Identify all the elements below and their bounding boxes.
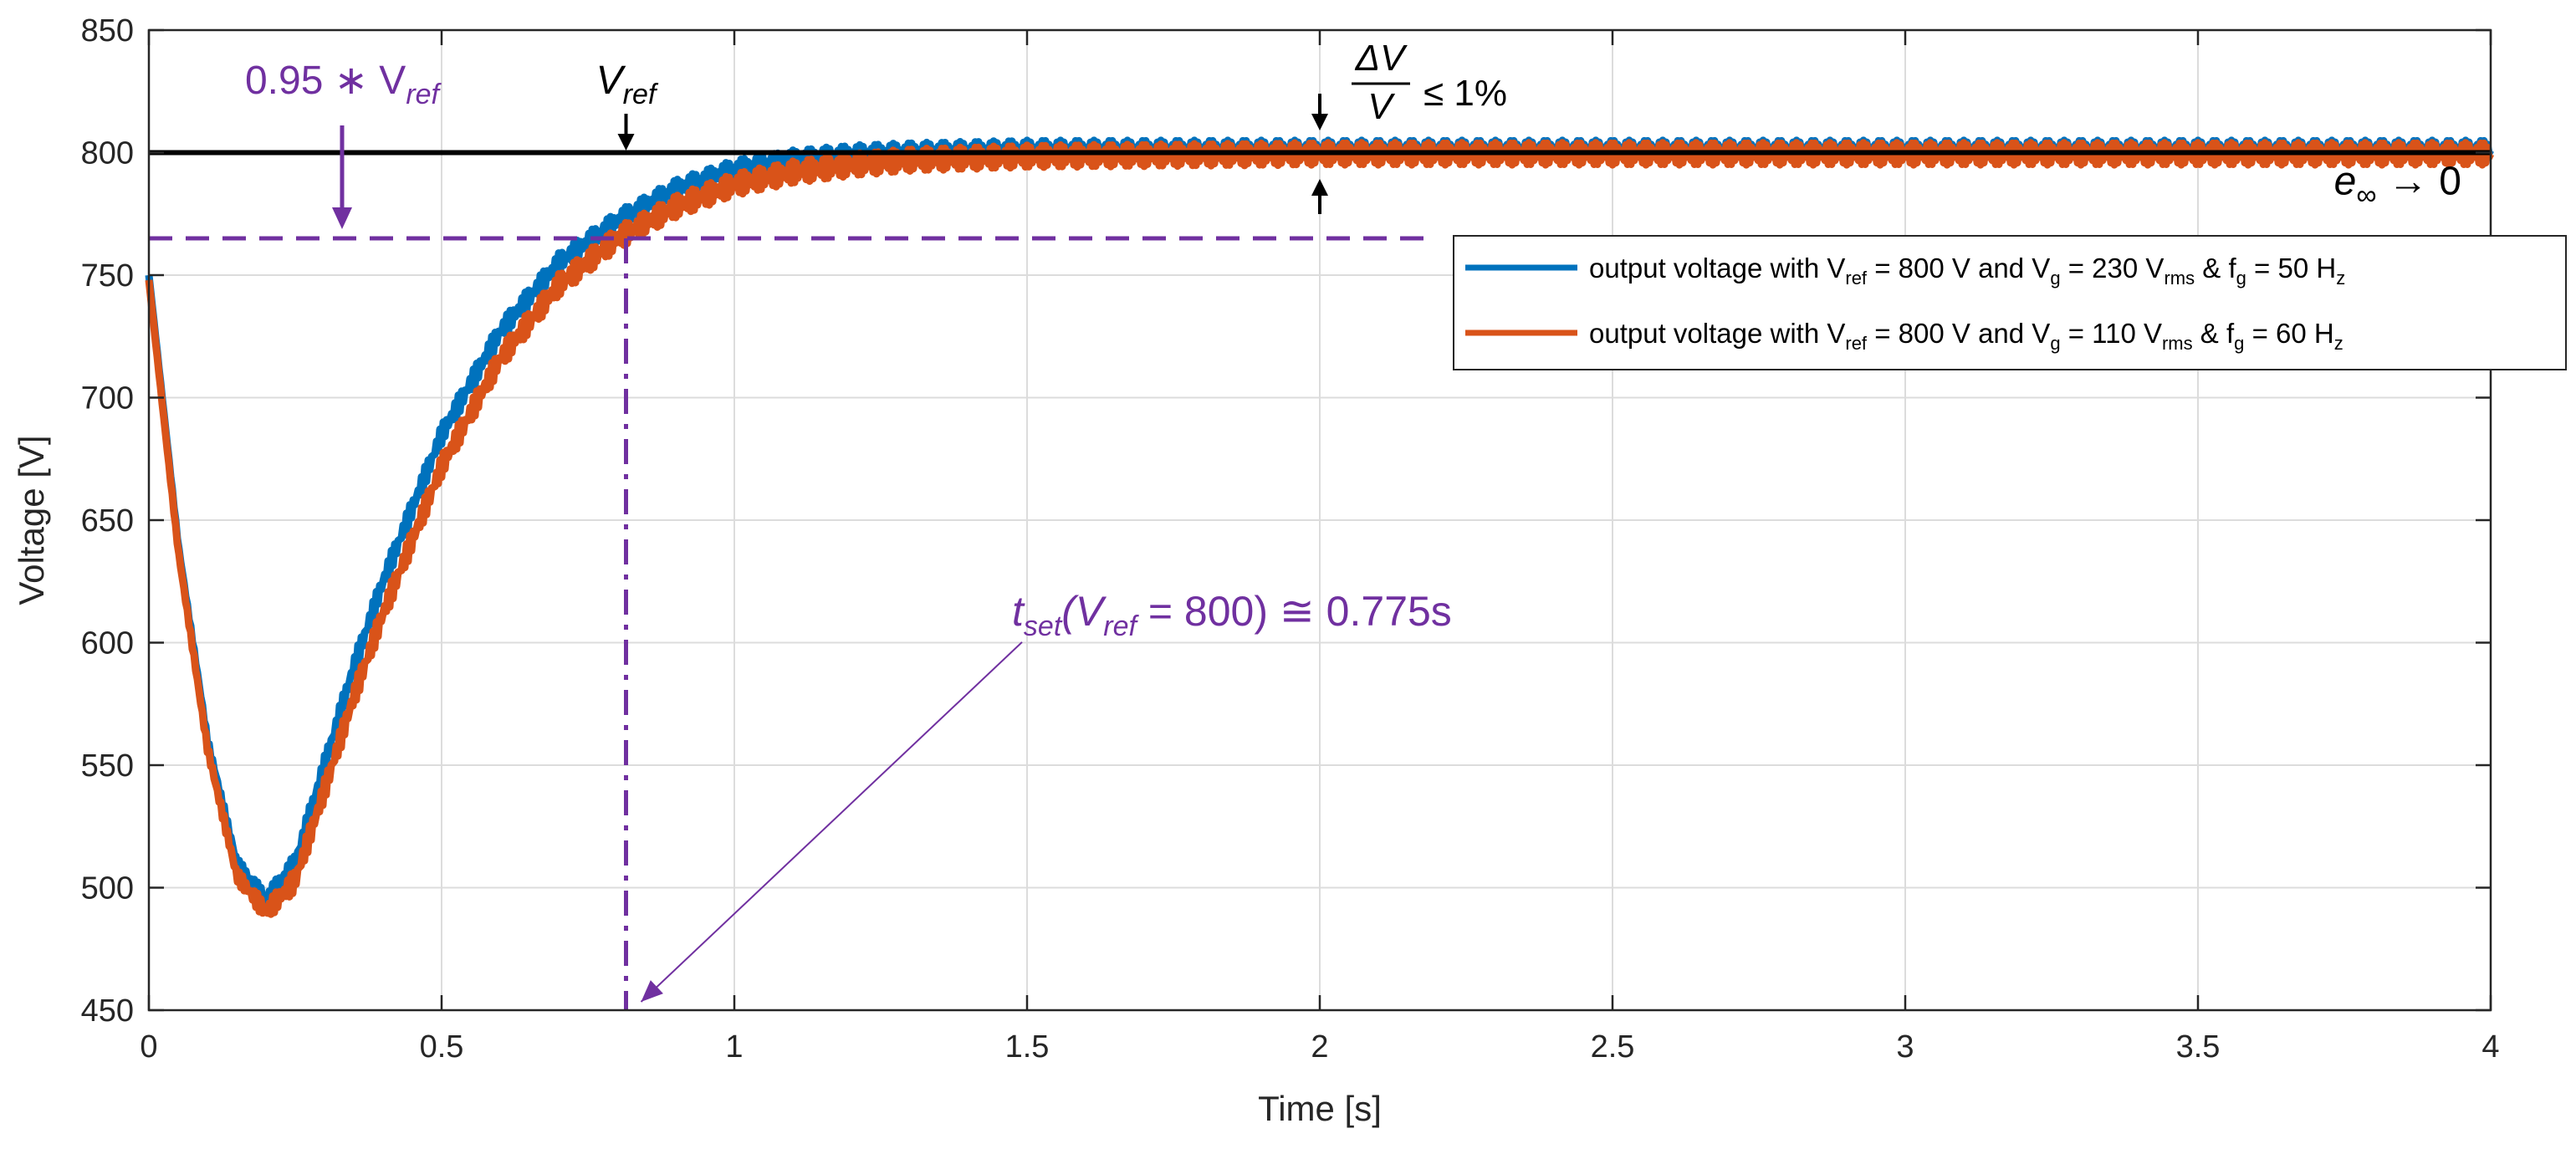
axis-ticks: 0 0.5 1 1.5 2 2.5 3 3.5 4 450 500 550 600 650 700 750 80… (81, 13, 2500, 1065)
vref-label-sub: ref (623, 79, 659, 110)
legend-2-part-6: rms (2162, 333, 2193, 354)
legend-1-part-3: = 800 V and V (1867, 253, 2050, 283)
settling-label: tset(Vref = 800) ≅ 0.775s (1012, 588, 1452, 642)
settling-annotation: tset(Vref = 800) ≅ 0.775s (640, 588, 1452, 1003)
legend-2-part-5: = 110 V (2061, 318, 2162, 349)
legend-2-part-7: & f (2193, 318, 2235, 349)
legend-2-part-8: g (2234, 333, 2244, 354)
legend-label-2: output voltage with Vref = 800 V and Vg … (1589, 318, 2343, 354)
legend-2-part-1: output voltage with V (1589, 318, 1845, 349)
threshold-label-base: 0.95 ∗ V (245, 59, 406, 103)
reference-layer (149, 150, 2491, 1010)
legend-1-part-6: rms (2164, 268, 2195, 289)
threshold-label: 0.95 ∗ Vref (245, 59, 442, 110)
legend-2-part-2: ref (1845, 333, 1868, 354)
error-label-rest: → 0 (2377, 159, 2461, 203)
legend: output voltage with Vref = 800 V and Vg … (1453, 235, 2567, 370)
y-tick-label: 500 (81, 871, 134, 906)
vref-label: Vref (596, 59, 659, 110)
legend-entry-1: output voltage with Vref = 800 V and Vg … (1465, 253, 2345, 289)
y-tick-label: 750 (81, 258, 134, 294)
legend-box (1453, 235, 2567, 370)
error-label-base: e (2334, 159, 2357, 203)
y-tick-label: 650 (81, 503, 134, 539)
settling-label-t: t (1012, 588, 1025, 635)
x-tick-label: 0 (140, 1029, 157, 1065)
ripple-relation: ≤ 1% (1423, 73, 1507, 114)
legend-label-1: output voltage with Vref = 800 V and Vg … (1589, 253, 2345, 289)
error-label-sub: ∞ (2356, 179, 2376, 211)
legend-1-part-10: z (2336, 268, 2345, 289)
settling-label-value: = 800) ≅ 0.775s (1137, 588, 1452, 635)
ripple-arrow-down-head (1311, 114, 1328, 130)
legend-entry-2: output voltage with Vref = 800 V and Vg … (1465, 318, 2343, 354)
ripple-denominator: V (1367, 86, 1395, 127)
x-axis-title: Time [s] (1258, 1089, 1382, 1128)
legend-1-part-7: & f (2195, 253, 2236, 283)
legend-1-part-4: g (2050, 268, 2060, 289)
x-tick-label: 1.5 (1005, 1029, 1050, 1065)
threshold-label-sub: ref (406, 79, 442, 110)
y-tick-label: 800 (81, 136, 134, 171)
x-tick-label: 2 (1311, 1029, 1328, 1065)
settling-label-v: (V (1061, 588, 1107, 635)
vref-annotation: Vref (596, 59, 659, 151)
y-tick-label: 450 (81, 993, 134, 1029)
vref-label-base: V (596, 59, 626, 103)
x-tick-label: 1 (725, 1029, 743, 1065)
x-tick-label: 2.5 (1591, 1029, 1635, 1065)
legend-2-part-3: = 800 V and V (1867, 318, 2050, 349)
error-label: e∞ → 0 (2334, 159, 2461, 211)
legend-1-part-9: = 50 H (2246, 253, 2336, 283)
ripple-arrow-up-head (1311, 179, 1328, 196)
threshold-annotation: 0.95 ∗ Vref (245, 59, 442, 229)
y-tick-label: 700 (81, 381, 134, 416)
y-tick-label: 600 (81, 626, 134, 661)
legend-1-part-5: = 230 V (2061, 253, 2165, 283)
settling-arrow-head (641, 980, 663, 1002)
x-tick-label: 0.5 (420, 1029, 464, 1065)
x-tick-label: 3 (1896, 1029, 1914, 1065)
ripple-annotation: ΔV V ≤ 1% (1311, 38, 1507, 214)
legend-1-part-2: ref (1845, 268, 1868, 289)
legend-1-part-8: g (2236, 268, 2246, 289)
ripple-numerator: ΔV (1355, 38, 1408, 79)
settling-arrow-line (640, 641, 1023, 1003)
legend-1-part-1: output voltage with V (1589, 253, 1845, 283)
threshold-arrow-head (332, 207, 352, 229)
y-tick-label: 850 (81, 13, 134, 49)
x-tick-label: 3.5 (2176, 1029, 2221, 1065)
legend-2-part-9: = 60 H (2244, 318, 2333, 349)
y-axis-title: Voltage [V] (12, 435, 51, 605)
x-tick-label: 4 (2481, 1029, 2499, 1065)
legend-2-part-10: z (2334, 333, 2343, 354)
settling-label-sub-ref: ref (1103, 610, 1139, 642)
vref-arrow-head (617, 134, 635, 151)
settling-label-sub-set: set (1024, 610, 1063, 642)
legend-2-part-4: g (2050, 333, 2060, 354)
y-tick-label: 550 (81, 748, 134, 784)
